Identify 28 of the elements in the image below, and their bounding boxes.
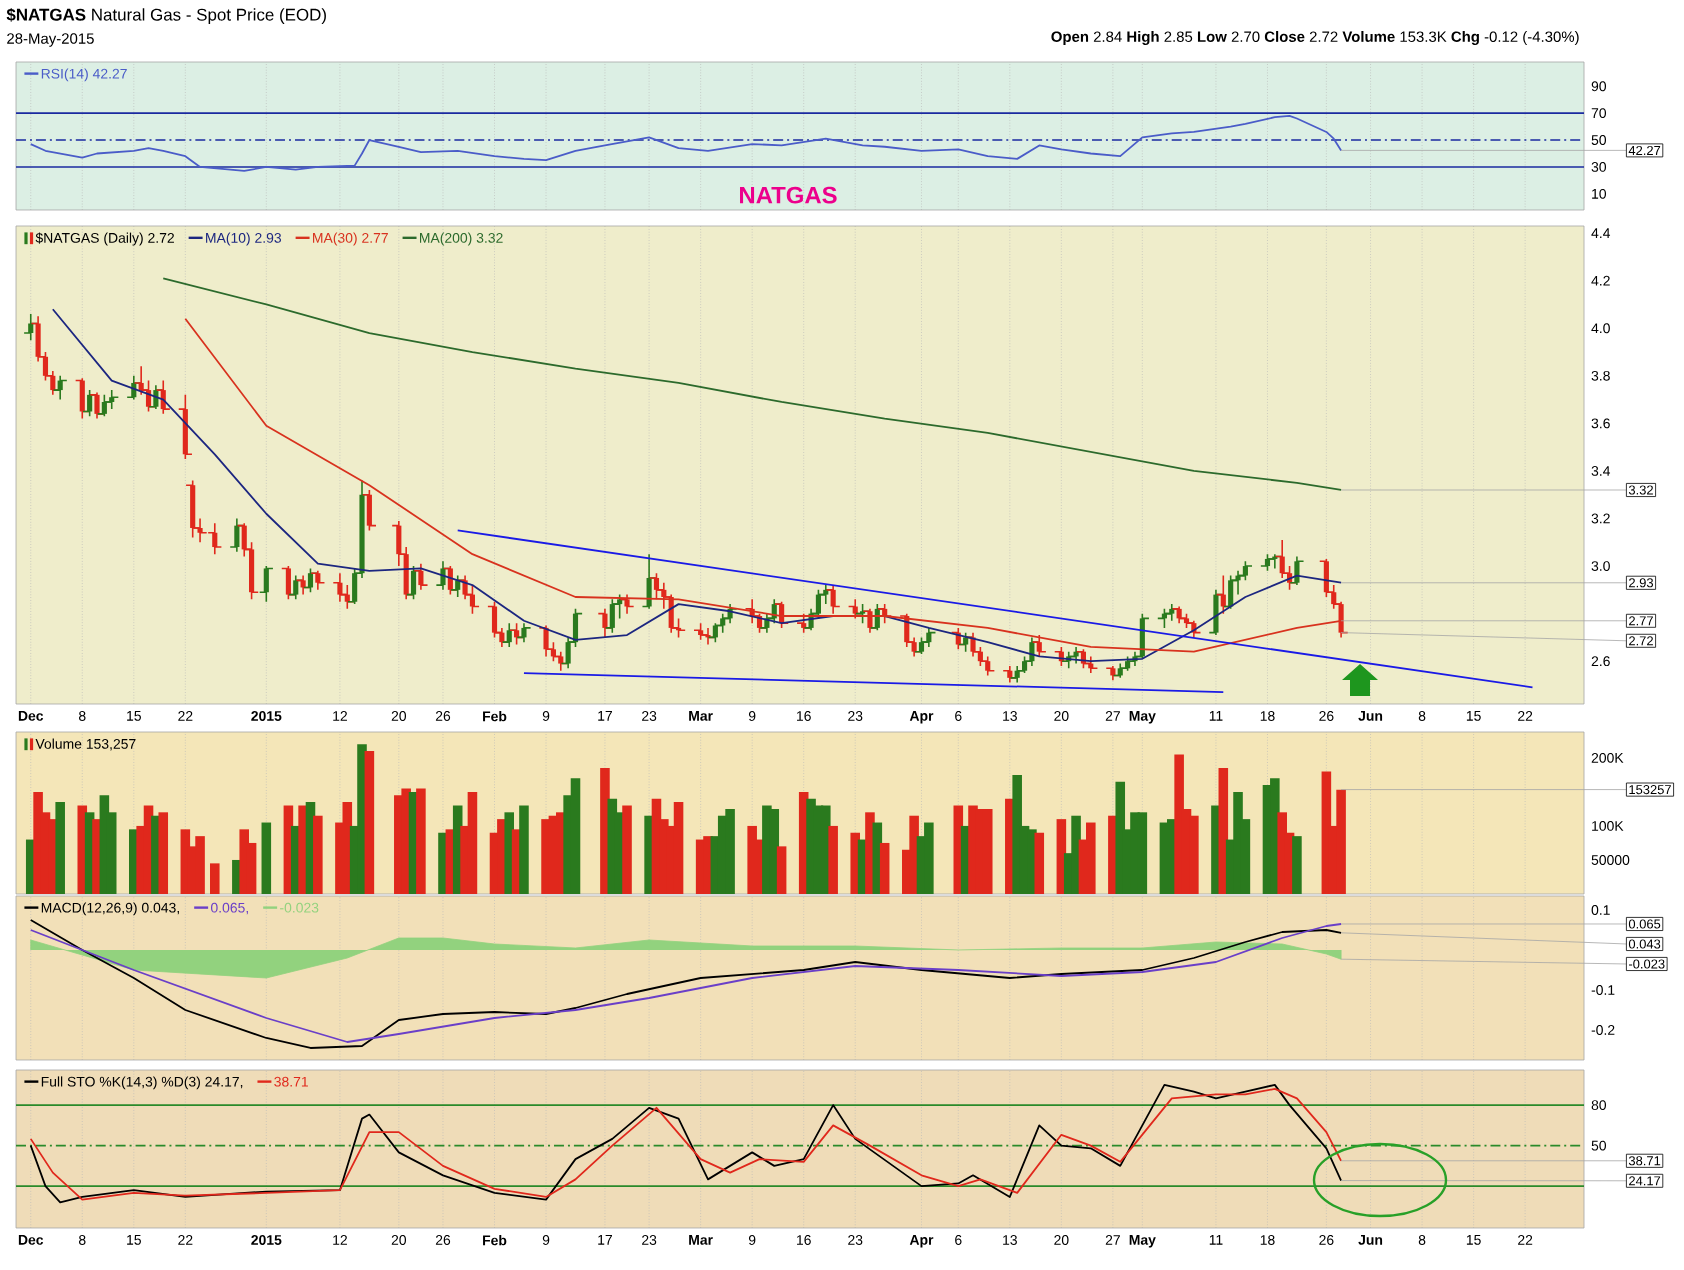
line-series <box>29 114 1342 172</box>
bar <box>519 805 529 894</box>
bar <box>622 805 632 894</box>
bar <box>570 778 581 894</box>
bar <box>828 825 838 894</box>
bar <box>416 788 426 894</box>
bar <box>1336 789 1346 894</box>
bar <box>313 815 323 894</box>
bar <box>879 842 890 894</box>
bar <box>982 808 993 894</box>
bar <box>776 846 787 894</box>
bar <box>725 808 735 894</box>
bar <box>195 836 205 894</box>
bar <box>467 791 478 894</box>
bar <box>158 812 169 894</box>
bar <box>673 802 684 894</box>
bar <box>1189 815 1199 894</box>
annotation: NATGAS <box>740 186 837 204</box>
bar <box>1034 832 1045 894</box>
bar <box>261 822 272 894</box>
bar <box>209 863 220 894</box>
bar <box>55 802 65 894</box>
chart-title: $NATGAS Natural Gas - Spot Price (EOD) <box>6 7 326 25</box>
bar <box>1086 822 1096 894</box>
bar <box>924 822 934 894</box>
bar <box>1292 836 1302 894</box>
bar <box>364 751 375 894</box>
bar <box>1137 812 1148 894</box>
